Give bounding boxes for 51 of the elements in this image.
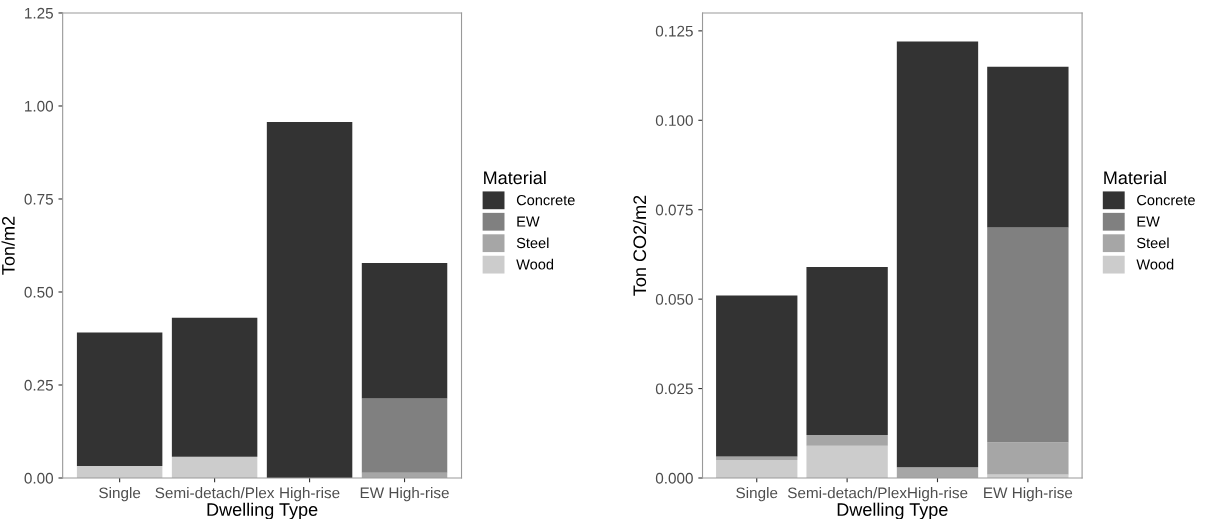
legend-label: Concrete xyxy=(516,194,575,206)
x-tick-label: EW High-rise xyxy=(984,487,1073,502)
legend-label: Wood xyxy=(516,258,554,270)
x-tick-label: Single xyxy=(736,487,778,502)
bar xyxy=(987,66,1069,228)
legend-label: Steel xyxy=(516,237,549,249)
y-tick-label: 0.50 xyxy=(24,286,54,298)
y-axis-title: Ton/m2 xyxy=(1,216,15,275)
y-tick-label: 0.075 xyxy=(655,204,693,216)
bar xyxy=(171,317,258,457)
bar xyxy=(987,442,1069,475)
legend-label: Steel xyxy=(1137,237,1169,249)
bar xyxy=(361,262,448,399)
y-tick-label: 0.00 xyxy=(24,472,54,484)
y-axis-title: Ton CO2/m2 xyxy=(632,195,647,296)
x-axis-title: Dwelling Type xyxy=(837,502,948,519)
bar xyxy=(361,398,448,473)
legend-label: Concrete xyxy=(1137,194,1195,206)
x-tick-label: High-rise xyxy=(908,487,968,502)
y-tick-label: 0.100 xyxy=(655,115,693,126)
y-tick-label: 0.050 xyxy=(655,294,693,305)
legend-label: EW xyxy=(1137,216,1160,227)
bar xyxy=(806,266,888,436)
bar xyxy=(896,467,979,478)
y-tick-label: 1.00 xyxy=(25,100,54,112)
y-tick-label: 0.000 xyxy=(655,472,693,484)
bar xyxy=(266,121,353,478)
x-axis-title: Dwelling Type xyxy=(207,502,318,519)
y-tick-label: 0.75 xyxy=(24,193,53,205)
legend-label: Wood xyxy=(1136,258,1174,270)
bar xyxy=(896,41,979,468)
y-tick-label: 0.025 xyxy=(655,383,693,395)
bar xyxy=(76,332,163,467)
x-tick-label: Semi-detach/Plex xyxy=(787,487,907,499)
bar xyxy=(806,435,888,446)
bar xyxy=(716,460,798,478)
y-tick-label: 0.125 xyxy=(655,25,693,37)
legend-label: EW xyxy=(517,216,540,227)
x-tick-label: High-rise xyxy=(280,487,340,502)
bar xyxy=(171,456,258,478)
bar xyxy=(76,466,163,478)
y-tick-label: 1.25 xyxy=(25,7,53,19)
y-tick-label: 0.25 xyxy=(24,379,53,391)
x-tick-label: Single xyxy=(99,487,141,502)
bar xyxy=(806,445,888,478)
legend-title: Material xyxy=(484,170,546,185)
bar xyxy=(987,227,1069,443)
bar xyxy=(716,295,798,457)
x-tick-label: EW High-rise xyxy=(360,487,449,502)
legend-title: Material xyxy=(1104,170,1166,185)
x-tick-label: Semi-detach/Plex xyxy=(155,487,275,499)
